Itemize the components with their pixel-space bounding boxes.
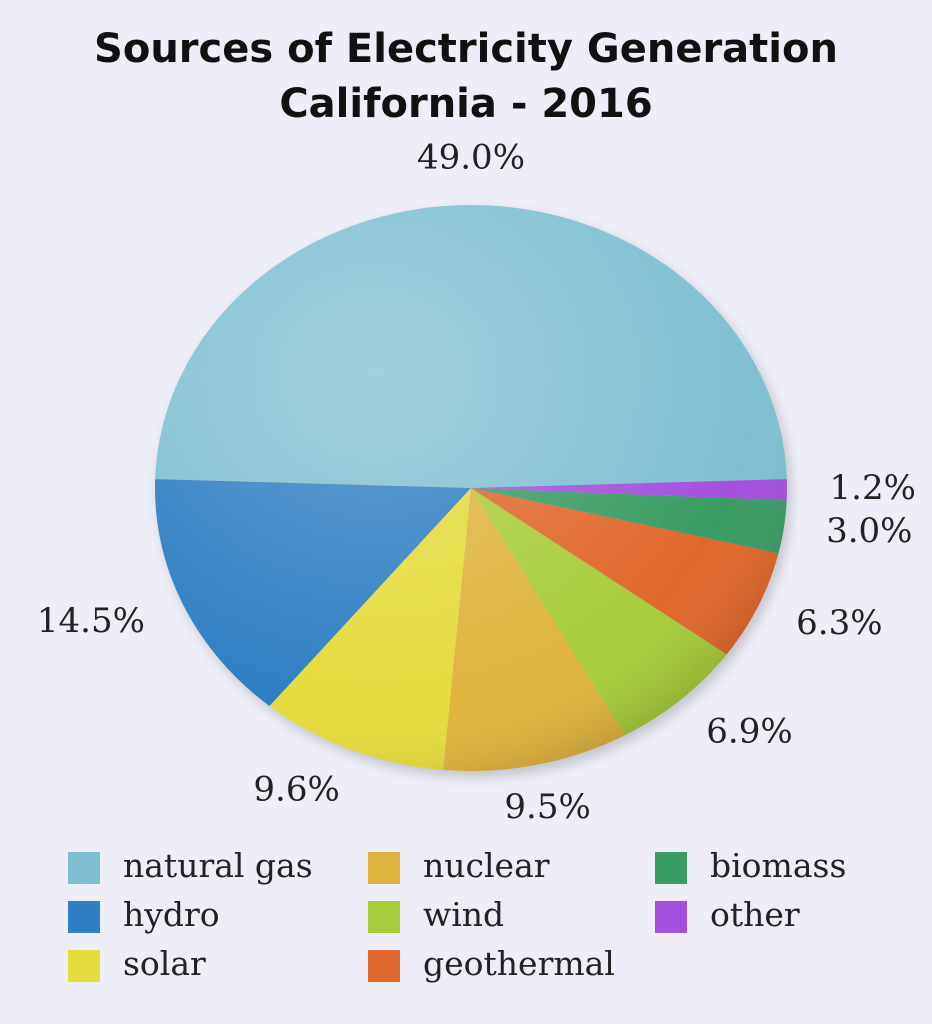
legend-swatch — [68, 901, 100, 933]
data-label: 6.3% — [796, 603, 882, 643]
legend-label: hydro — [123, 895, 220, 934]
legend-label: geothermal — [423, 944, 615, 983]
data-label: 14.5% — [37, 601, 145, 641]
legend-label: other — [710, 895, 800, 934]
chart-subtitle: California - 2016 — [279, 81, 652, 127]
legend-swatch — [368, 901, 400, 933]
legend-label: wind — [423, 895, 504, 934]
legend-swatch — [368, 950, 400, 982]
legend-swatch — [68, 852, 100, 884]
legend-swatch — [655, 852, 687, 884]
legend-label: solar — [123, 944, 206, 983]
data-label: 6.9% — [706, 712, 792, 752]
data-label: 3.0% — [826, 511, 912, 551]
legend-swatch — [68, 950, 100, 982]
legend-swatch — [368, 852, 400, 884]
data-label: 9.5% — [504, 787, 590, 827]
chart-title: Sources of Electricity Generation — [94, 26, 838, 72]
pie — [155, 205, 787, 771]
legend: natural gas hydro solar nuclear wind geotherm… — [68, 846, 846, 983]
data-label: 1.2% — [830, 468, 916, 508]
legend-swatch — [655, 901, 687, 933]
legend-label: natural gas — [123, 846, 313, 885]
data-label: 9.6% — [253, 770, 339, 810]
legend-label: nuclear — [423, 846, 550, 885]
legend-label: biomass — [710, 846, 846, 885]
data-label: 49.0% — [417, 138, 525, 178]
